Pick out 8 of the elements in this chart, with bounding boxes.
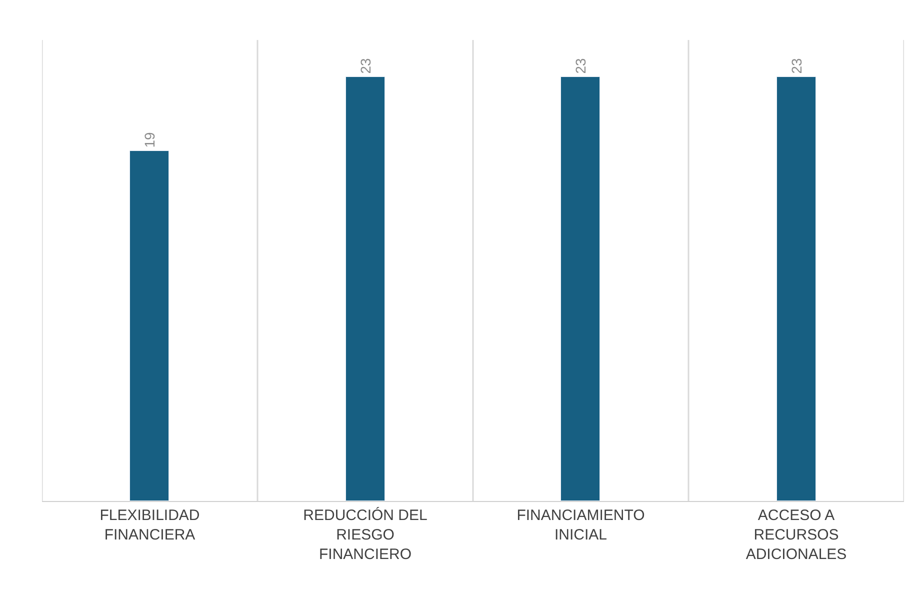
x-tick-label: FLEXIBILIDAD FINANCIERA — [100, 507, 200, 544]
data-label: 23 — [572, 58, 588, 74]
data-label: 23 — [788, 58, 804, 74]
x-tick-label: REDUCCIÓN DEL RIESGO FINANCIERO — [303, 506, 428, 563]
x-tick-label: FINANCIAMIENTO INICIAL — [516, 507, 645, 544]
data-label: 19 — [141, 132, 158, 148]
x-tick-label: ACCESO A RECURSOS ADICIONALES — [746, 507, 847, 563]
data-label: 23 — [357, 58, 374, 74]
